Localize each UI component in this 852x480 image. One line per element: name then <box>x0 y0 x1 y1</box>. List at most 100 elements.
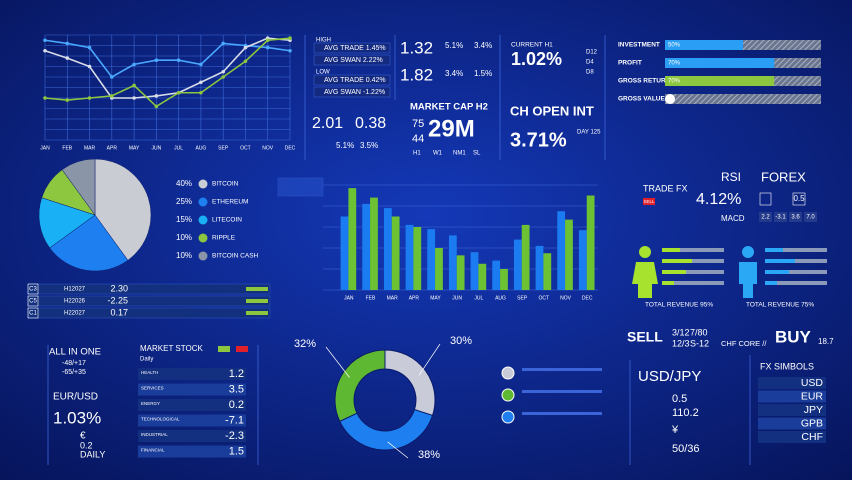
label: 0.2 <box>229 399 244 411</box>
bar <box>565 219 573 290</box>
row-bg <box>138 414 246 427</box>
label: CHF <box>801 431 823 443</box>
label: 44 <box>412 133 424 145</box>
progress-track <box>665 94 821 104</box>
x-tick-label: APR <box>107 145 118 151</box>
x-tick-label: NOV <box>560 295 572 301</box>
label: DAILY <box>80 449 105 459</box>
leader-line <box>325 346 350 378</box>
pie-value-label: 10% <box>176 251 192 260</box>
row-box <box>313 54 391 66</box>
point <box>87 96 92 100</box>
bar <box>500 269 508 290</box>
point <box>65 98 70 102</box>
label: ENERGY <box>141 401 160 406</box>
point <box>154 94 159 98</box>
label: MARKET CAP H2 <box>410 102 488 113</box>
label: 3.6 <box>791 215 800 221</box>
x-tick-label: MAY <box>129 145 140 151</box>
donut-segment <box>339 408 434 451</box>
row-bg <box>138 383 246 396</box>
x-tick-label: JAN <box>40 145 50 151</box>
person-icons <box>632 246 757 298</box>
x-tick-label: OCT <box>240 145 251 151</box>
label: 70% <box>668 61 681 67</box>
point <box>265 45 270 50</box>
label: 0.17 <box>110 307 128 317</box>
x-tick-label: FEB <box>62 145 72 151</box>
label: 50/36 <box>672 443 700 455</box>
x-tick-label: JUL <box>474 295 483 301</box>
label: 0.5 <box>672 393 687 405</box>
x-tick-label: JUL <box>174 145 183 151</box>
label: TOTAL REVENUE 75% <box>746 302 814 309</box>
bar <box>370 197 378 290</box>
x-tick-label: SEP <box>517 295 528 301</box>
point <box>176 90 181 95</box>
label: USD <box>801 377 824 389</box>
label: 1.02% <box>511 49 562 69</box>
row-bar <box>246 299 268 303</box>
bar <box>427 229 436 290</box>
x-tick-label: APR <box>409 295 420 301</box>
row-bg <box>758 417 826 430</box>
label: EUR <box>801 390 824 402</box>
line <box>44 37 291 108</box>
point <box>221 69 225 74</box>
point <box>65 41 70 46</box>
bar <box>578 230 587 290</box>
bar <box>557 211 566 290</box>
label: TECHNOLOGICAL <box>141 417 180 422</box>
label: 3.4% <box>474 41 492 50</box>
legend-label: BITCOIN <box>212 181 239 188</box>
leader-line <box>418 343 441 376</box>
label: S-12 <box>690 338 709 348</box>
label: EUR/USD <box>53 392 98 403</box>
donut-value-label: 32% <box>294 338 316 350</box>
label: CHF CORE // <box>721 339 767 348</box>
label: DAY 125 <box>577 130 601 136</box>
row-box <box>313 74 391 86</box>
label: ¥ <box>671 424 679 436</box>
panel-frames <box>47 35 751 465</box>
legend-label: ETHEREUM <box>212 199 248 206</box>
label: -2.25 <box>107 295 128 305</box>
point <box>110 75 114 79</box>
point <box>43 96 47 100</box>
bar <box>362 203 371 290</box>
box <box>789 212 802 222</box>
x-tick-label: SEP <box>218 145 229 151</box>
label: 7/80 <box>690 327 708 337</box>
bar <box>456 255 465 290</box>
progress-fill <box>665 76 775 86</box>
label: 2.2 <box>761 215 770 221</box>
label: 29M <box>428 115 475 142</box>
label: C5 <box>29 299 37 305</box>
bar <box>340 216 349 290</box>
label: -2.3 <box>225 430 244 442</box>
label: H1 <box>413 151 421 157</box>
label: 70% <box>668 79 681 85</box>
row-tag <box>27 307 39 319</box>
label: W1 <box>433 151 443 157</box>
donut-value-label: 38% <box>418 449 440 461</box>
x-tick-label: JAN <box>344 295 354 301</box>
tag <box>218 346 230 352</box>
bar <box>470 252 479 290</box>
figure-bars <box>662 248 827 285</box>
label: 1.5% <box>474 69 492 78</box>
x-tick-label: JUN <box>452 295 462 301</box>
pie-value-label: 10% <box>176 233 192 242</box>
point <box>288 48 292 53</box>
bar <box>435 248 443 290</box>
point <box>43 38 47 43</box>
point <box>110 94 114 98</box>
label: Daily <box>140 357 153 363</box>
legend-dot <box>198 215 208 225</box>
pie-slice <box>94 158 152 261</box>
box <box>792 192 806 206</box>
x-tick-label: MAR <box>84 145 96 151</box>
label: 1.2 <box>229 368 244 380</box>
label: HEALTH <box>141 370 158 375</box>
label: -3.1 <box>775 215 786 221</box>
